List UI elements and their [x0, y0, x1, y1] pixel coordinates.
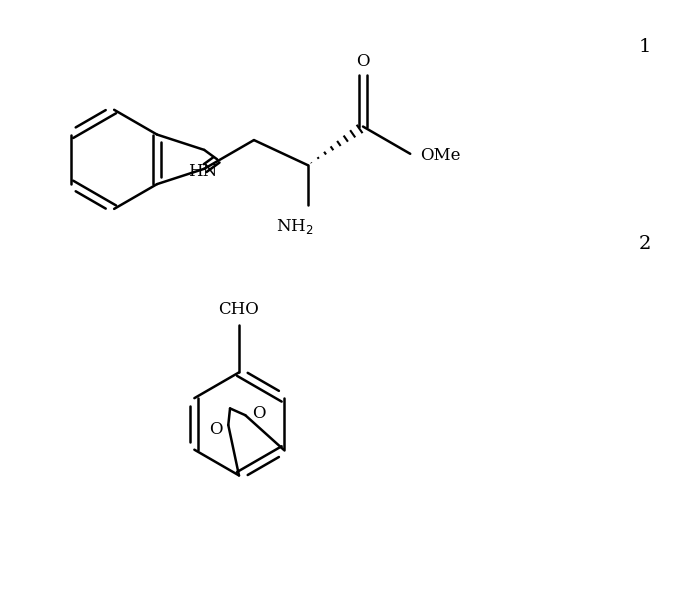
Text: HN: HN: [187, 163, 217, 180]
Text: CHO: CHO: [219, 302, 260, 319]
Text: OMe: OMe: [420, 147, 460, 164]
Text: O: O: [209, 421, 222, 438]
Text: O: O: [253, 405, 266, 422]
Text: 2: 2: [639, 235, 651, 253]
Text: O: O: [356, 53, 370, 70]
Text: 1: 1: [639, 39, 651, 56]
Text: NH$_2$: NH$_2$: [276, 217, 314, 236]
